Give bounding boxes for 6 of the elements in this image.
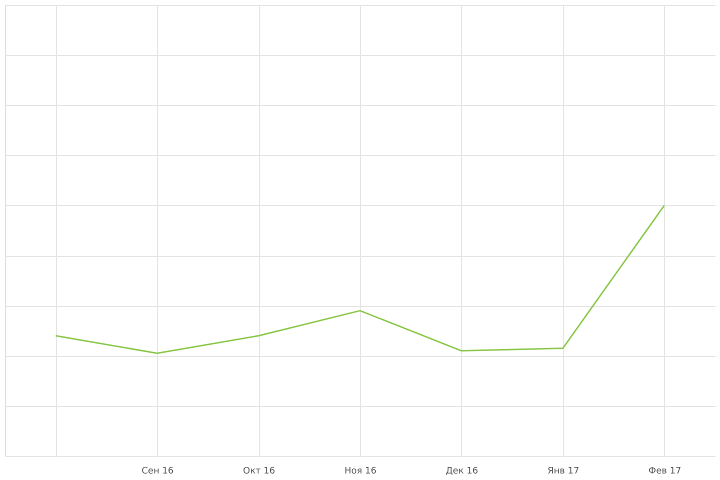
x-tick-label: Окт 16 [243, 466, 276, 476]
x-tick-label: Фев 17 [648, 466, 682, 476]
x-tick-label: Янв 17 [547, 466, 580, 476]
x-tick-label: Сен 16 [142, 466, 174, 476]
x-tick-label: Ноя 16 [344, 466, 377, 476]
x-tick-label: Дек 16 [446, 466, 478, 476]
